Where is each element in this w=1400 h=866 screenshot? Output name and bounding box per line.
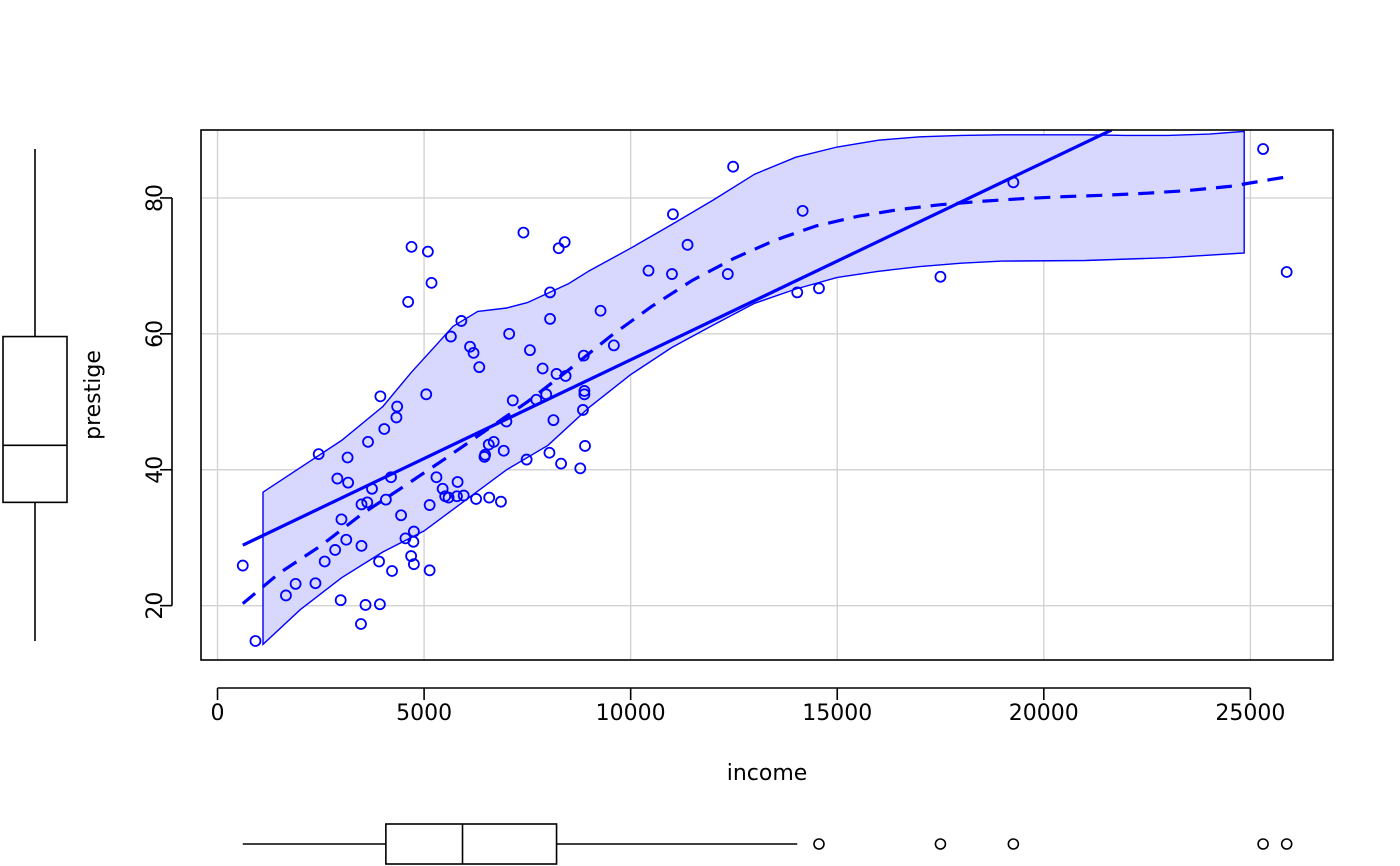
x-boxplot-outlier <box>1008 839 1018 849</box>
x-boxplot-box <box>386 824 557 864</box>
x-axis: 0 5000 10000 15000 20000 25000 <box>211 688 1286 726</box>
data-point <box>374 556 384 566</box>
y-boxplot <box>3 149 67 641</box>
data-point <box>250 636 260 646</box>
data-point <box>471 494 481 504</box>
data-point <box>728 162 738 172</box>
data-point <box>403 297 413 307</box>
data-point <box>484 493 494 503</box>
y-boxplot-box <box>3 337 67 503</box>
data-point <box>496 497 506 507</box>
data-point <box>407 242 417 252</box>
y-tick-label: 20 <box>143 592 168 620</box>
data-point <box>518 228 528 238</box>
data-point <box>935 272 945 282</box>
y-axis-title: prestige <box>81 350 106 440</box>
x-boxplot-outlier <box>935 839 945 849</box>
data-point <box>544 448 554 458</box>
data-point <box>668 209 678 219</box>
y-tick-label: 80 <box>143 184 168 212</box>
data-point <box>336 595 346 605</box>
y-axis: 20 40 60 80 <box>143 184 172 620</box>
data-point <box>554 243 564 253</box>
data-point <box>238 561 248 571</box>
data-point <box>560 237 570 247</box>
data-point <box>427 278 437 288</box>
x-boxplot-outlier <box>1258 839 1268 849</box>
data-point <box>375 599 385 609</box>
data-point <box>387 566 397 576</box>
y-tick-label: 40 <box>143 456 168 484</box>
data-point <box>580 441 590 451</box>
x-tick-label: 15000 <box>802 701 872 726</box>
data-point <box>1282 267 1292 277</box>
x-boxplot-outlier <box>1282 839 1292 849</box>
data-point <box>556 459 566 469</box>
x-axis-title: income <box>727 761 808 786</box>
data-point <box>1258 144 1268 154</box>
data-point <box>375 391 385 401</box>
data-point <box>356 619 366 629</box>
x-tick-label: 20000 <box>1009 701 1079 726</box>
x-tick-label: 25000 <box>1215 701 1285 726</box>
x-tick-label: 10000 <box>596 701 666 726</box>
y-tick-label: 60 <box>143 320 168 348</box>
x-tick-label: 0 <box>211 701 225 726</box>
linear-fit-line <box>243 130 1112 545</box>
data-point <box>814 283 824 293</box>
x-boxplot-outlier <box>814 839 824 849</box>
data-point <box>575 463 585 473</box>
data-point <box>425 565 435 575</box>
x-tick-label: 5000 <box>396 701 452 726</box>
x-boxplot <box>243 824 1292 864</box>
